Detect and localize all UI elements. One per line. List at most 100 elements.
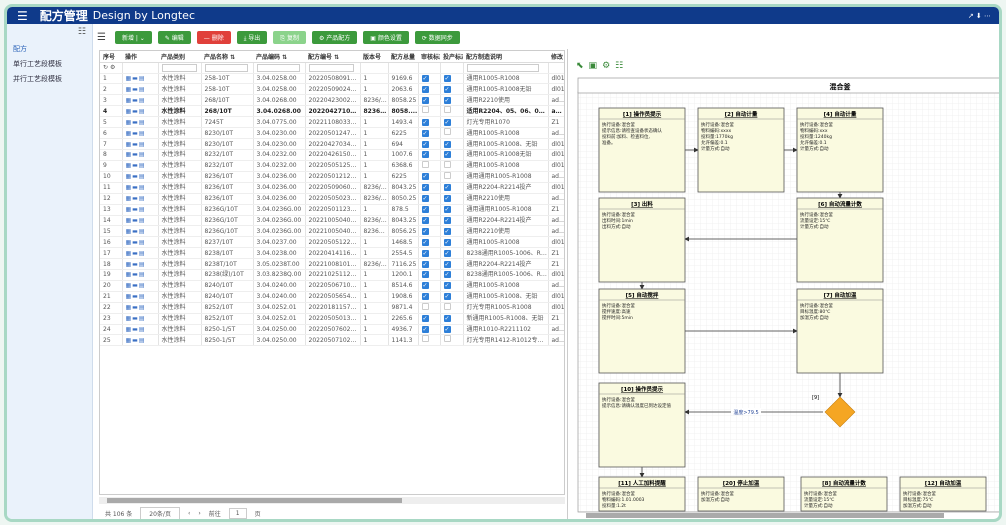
document-icon[interactable]: ▤ — [138, 129, 146, 137]
scrollbar-thumb[interactable] — [107, 498, 402, 503]
table-row[interactable]: 14 ▦▬▤ 水性涂料 8236G/10T 3.04.0236G.00 202210050… — [100, 215, 564, 227]
sidebar-item-parallel-template[interactable]: 并行工艺段模板 — [13, 75, 62, 83]
audit-checkbox[interactable]: ✓ — [421, 238, 429, 246]
audit-checkbox[interactable]: ✓ — [421, 249, 429, 257]
back-icon[interactable]: ⬉ — [576, 61, 584, 71]
flow-node[interactable]: [4] 自动计量执行设备:混合釜物料编码:xxx投料量:1240kg允许偏差:0… — [796, 107, 884, 193]
audit-checkbox[interactable]: ✓ — [421, 282, 429, 290]
column-header[interactable]: 配方总量 — [388, 51, 418, 63]
audit-checkbox[interactable]: ✓ — [421, 315, 429, 323]
production-checkbox[interactable]: ✓ — [443, 151, 451, 159]
production-checkbox[interactable]: ✓ — [443, 282, 451, 290]
audit-checkbox[interactable] — [421, 302, 429, 310]
table-horizontal-scrollbar[interactable] — [99, 497, 565, 504]
edit-icon[interactable]: ▬ — [132, 151, 139, 159]
production-checkbox[interactable]: ✓ — [443, 315, 451, 323]
document-icon[interactable]: ▤ — [138, 325, 146, 333]
audit-checkbox[interactable]: ✓ — [421, 325, 429, 333]
production-checkbox[interactable] — [443, 106, 451, 114]
audit-checkbox[interactable]: ✓ — [421, 271, 429, 279]
filter-settings-icon[interactable]: ☰ — [97, 32, 106, 43]
table-row[interactable]: 13 ▦▬▤ 水性涂料 8236G/10T 3.04.0236G.00 202205011… — [100, 204, 564, 216]
sidebar-item-serial-template[interactable]: 单行工艺段模板 — [13, 60, 62, 68]
toolbar-button-0[interactable]: 新增 | ⌄ — [114, 31, 152, 44]
column-filter-input[interactable] — [256, 63, 300, 72]
table-row[interactable]: 22 ▦▬▤ 水性涂料 8252/10T 3.04.0252.01 20220181157… — [100, 302, 564, 314]
table-row[interactable]: 3 ▦▬▤ 水性涂料 268/10T 3.04.0268.00 2022042300297… — [100, 94, 564, 107]
window-controls[interactable]: ↗ ⬇ ⋯ — [967, 11, 991, 20]
table-row[interactable]: 10 ▦▬▤ 水性涂料 8236/10T 3.04.0236.00 20220501212… — [100, 171, 564, 183]
table-row[interactable]: 12 ▦▬▤ 水性涂料 8236/10T 3.04.0236.00 20220505023… — [100, 193, 564, 205]
sidebar-toggle-icon[interactable]: ☷ — [77, 27, 86, 37]
audit-checkbox[interactable]: ✓ — [421, 140, 429, 148]
edit-icon[interactable]: ▬ — [132, 315, 139, 323]
hamburger-icon[interactable]: ☰ — [17, 8, 28, 23]
layout-icon[interactable]: ☷ — [615, 61, 624, 71]
document-icon[interactable]: ▤ — [138, 162, 146, 170]
production-checkbox[interactable] — [443, 171, 451, 179]
production-checkbox[interactable]: ✓ — [443, 140, 451, 148]
edit-icon[interactable]: ▬ — [132, 195, 139, 203]
column-filter-input[interactable] — [308, 63, 355, 72]
edit-icon[interactable]: ▬ — [132, 85, 139, 93]
audit-checkbox[interactable]: ✓ — [421, 74, 429, 82]
table-row[interactable]: 21 ▦▬▤ 水性涂料 8240/10T 3.04.0240.00 20220505654… — [100, 291, 564, 303]
edit-icon[interactable]: ▬ — [132, 271, 139, 279]
table-row[interactable]: 8 ▦▬▤ 水性涂料 8232/10T 3.04.0232.00 202204261502… — [100, 149, 564, 161]
audit-checkbox[interactable]: ✓ — [421, 173, 429, 181]
column-header[interactable]: 操作 — [122, 51, 158, 63]
column-header[interactable]: 投产标志 — [440, 51, 463, 63]
edit-icon[interactable]: ▬ — [132, 325, 139, 333]
document-icon[interactable]: ▤ — [138, 74, 146, 82]
table-row[interactable]: 20 ▦▬▤ 水性涂料 8240/10T 3.04.0240.00 20220506710… — [100, 280, 564, 292]
document-icon[interactable]: ▤ — [138, 293, 146, 301]
production-checkbox[interactable]: ✓ — [443, 206, 451, 214]
toolbar-button-7[interactable]: ⟳ 数据同步 — [414, 31, 460, 44]
column-filter-input[interactable] — [204, 63, 248, 72]
toolbar-button-1[interactable]: ✎ 编辑 — [157, 31, 191, 44]
column-filter-input[interactable] — [161, 63, 197, 72]
document-icon[interactable]: ▤ — [138, 249, 146, 257]
production-checkbox[interactable]: ✓ — [443, 238, 451, 246]
edit-icon[interactable]: ▬ — [132, 304, 139, 312]
table-row[interactable]: 4▦▬▤水性涂料268/10T3.04.0268.002022042710306… — [100, 105, 564, 118]
audit-checkbox[interactable]: ✓ — [421, 216, 429, 224]
document-icon[interactable]: ▤ — [138, 173, 146, 181]
audit-checkbox[interactable]: ✓ — [421, 293, 429, 301]
flow-node[interactable]: [2] 自动计量执行设备:混合釜物料编码:xxxx投料量:1770kg允许偏差:… — [697, 107, 785, 193]
edit-icon[interactable]: ▬ — [132, 216, 139, 224]
table-row[interactable]: 2 ▦▬▤ 水性涂料 258-10T 3.04.0258.00 2022050902401… — [100, 83, 564, 96]
refresh-icon[interactable]: ↻ — [103, 64, 109, 71]
edit-icon[interactable]: ▬ — [132, 162, 139, 170]
production-checkbox[interactable]: ✓ — [443, 118, 451, 126]
edit-icon[interactable]: ▬ — [132, 238, 139, 246]
table-row[interactable]: 5▦▬▤水性涂料7245T3.04.0775.0020221108033092.… — [100, 116, 564, 129]
prev-page-button[interactable]: ‹ — [187, 510, 191, 517]
production-checkbox[interactable] — [443, 128, 451, 136]
document-icon[interactable]: ▤ — [138, 151, 146, 159]
column-header[interactable]: 审核标志 — [418, 51, 440, 63]
edit-icon[interactable]: ▬ — [132, 129, 139, 137]
document-icon[interactable]: ▤ — [138, 336, 146, 344]
document-icon[interactable]: ▤ — [138, 206, 146, 214]
table-row[interactable]: 24 ▦▬▤ 水性涂料 8250-1/5T 3.04.0250.00 2022050760… — [100, 324, 564, 336]
production-checkbox[interactable]: ✓ — [443, 96, 451, 104]
document-icon[interactable]: ▤ — [138, 315, 146, 323]
document-icon[interactable]: ▤ — [138, 195, 146, 203]
decision-node[interactable] — [824, 396, 856, 428]
next-page-button[interactable]: › — [198, 510, 201, 517]
production-checkbox[interactable]: ✓ — [443, 227, 451, 235]
audit-checkbox[interactable] — [421, 160, 429, 168]
toolbar-button-3[interactable]: ⤓ 导出 — [236, 31, 268, 44]
edit-icon[interactable]: ▬ — [132, 227, 139, 235]
document-icon[interactable]: ▤ — [138, 85, 146, 93]
edit-icon[interactable]: ▬ — [132, 336, 139, 344]
production-checkbox[interactable]: ✓ — [443, 249, 451, 257]
production-checkbox[interactable]: ✓ — [443, 195, 451, 203]
edit-icon[interactable]: ▬ — [132, 282, 139, 290]
